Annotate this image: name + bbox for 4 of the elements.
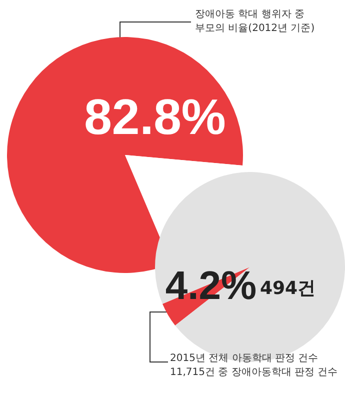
text: 2015년 전체 아동학대 판정 건수 11,715건 중 장애아동학대 판정 건수 — [170, 352, 338, 380]
text: 494건 — [260, 278, 316, 299]
data-label: 82.8% — [84, 88, 226, 145]
text: 장애아동 학대 행위자 중 부모의 비율(2012년 기준) — [195, 8, 315, 36]
